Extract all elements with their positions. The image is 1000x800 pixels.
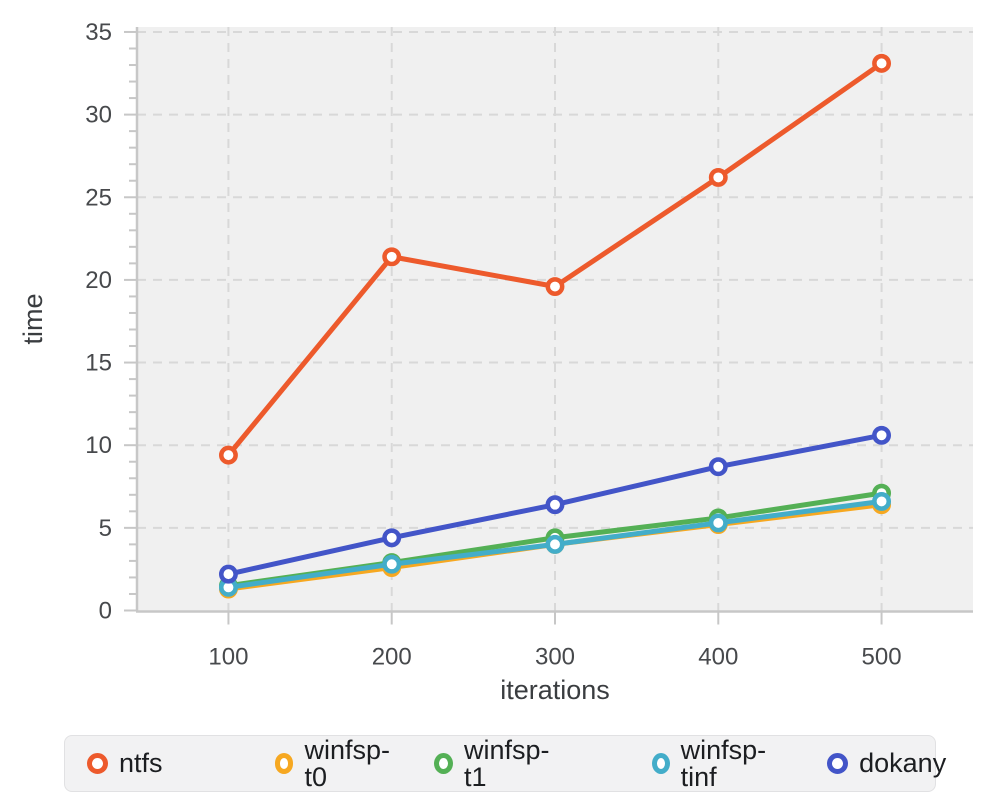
x-axis-title: iterations — [500, 675, 610, 705]
legend-marker-icon — [827, 753, 849, 774]
y-tick-label: 20 — [85, 267, 112, 294]
legend-item-winfsp-t0[interactable]: winfsp-t0 — [274, 734, 393, 792]
legend-marker-icon — [434, 753, 453, 774]
series-marker-dokany — [382, 528, 402, 548]
y-tick-label: 0 — [99, 598, 112, 625]
y-tick-label: 15 — [85, 350, 112, 377]
y-tick-label: 25 — [85, 184, 112, 211]
line-chart: 0 5 10 15 20 25 30 35 100 200 300 400 500 time itera… — [18, 19, 973, 705]
legend-item-ntfs[interactable]: ntfs — [87, 750, 163, 777]
series-marker-winfsp-tinf — [382, 554, 402, 574]
series-marker-dokany — [708, 457, 728, 477]
y-tick-label: 30 — [85, 102, 112, 129]
legend-item-label: winfsp-t1 — [463, 734, 550, 792]
series-marker-winfsp-tinf — [545, 534, 565, 554]
series-marker-ntfs — [872, 53, 892, 73]
series-marker-dokany — [218, 564, 238, 584]
series-marker-ntfs — [382, 247, 402, 267]
y-axis-title: time — [18, 293, 48, 344]
series-marker-winfsp-tinf — [872, 491, 892, 511]
series-marker-winfsp-tinf — [708, 513, 728, 533]
x-tick-label: 400 — [698, 644, 738, 671]
series-marker-ntfs — [708, 167, 728, 187]
legend-item-label: winfsp-tinf — [680, 734, 767, 792]
legend-marker-icon — [274, 753, 294, 774]
y-tick-label: 35 — [85, 19, 112, 46]
x-tick-label: 500 — [862, 644, 902, 671]
series-marker-ntfs — [218, 445, 238, 465]
legend-item-label: dokany — [859, 748, 947, 778]
legend-marker-icon — [651, 753, 670, 774]
legend-item-winfsp-tinf[interactable]: winfsp-tinf — [651, 734, 770, 792]
legend-item-winfsp-t1[interactable]: winfsp-t1 — [434, 734, 552, 792]
x-tick-label: 200 — [372, 644, 412, 671]
legend-marker-icon — [87, 753, 108, 774]
x-tick-label: 100 — [208, 644, 248, 671]
y-tick-label: 10 — [85, 432, 112, 459]
plot-canvas: 0 5 10 15 20 25 30 35 100 200 300 400 500 — [85, 19, 973, 671]
series-marker-dokany — [545, 495, 565, 515]
x-tick-label: 300 — [535, 644, 575, 671]
legend: ntfs winfsp-t0 winfsp-t1 winfsp-tinf dokany — [64, 734, 946, 792]
legend-item-dokany[interactable]: dokany — [827, 750, 946, 777]
legend-item-label: ntfs — [119, 748, 163, 778]
series-marker-ntfs — [545, 277, 565, 296]
legend-item-label: winfsp-t0 — [304, 734, 390, 792]
series-marker-dokany — [872, 425, 892, 445]
y-tick-label: 5 — [99, 515, 112, 542]
